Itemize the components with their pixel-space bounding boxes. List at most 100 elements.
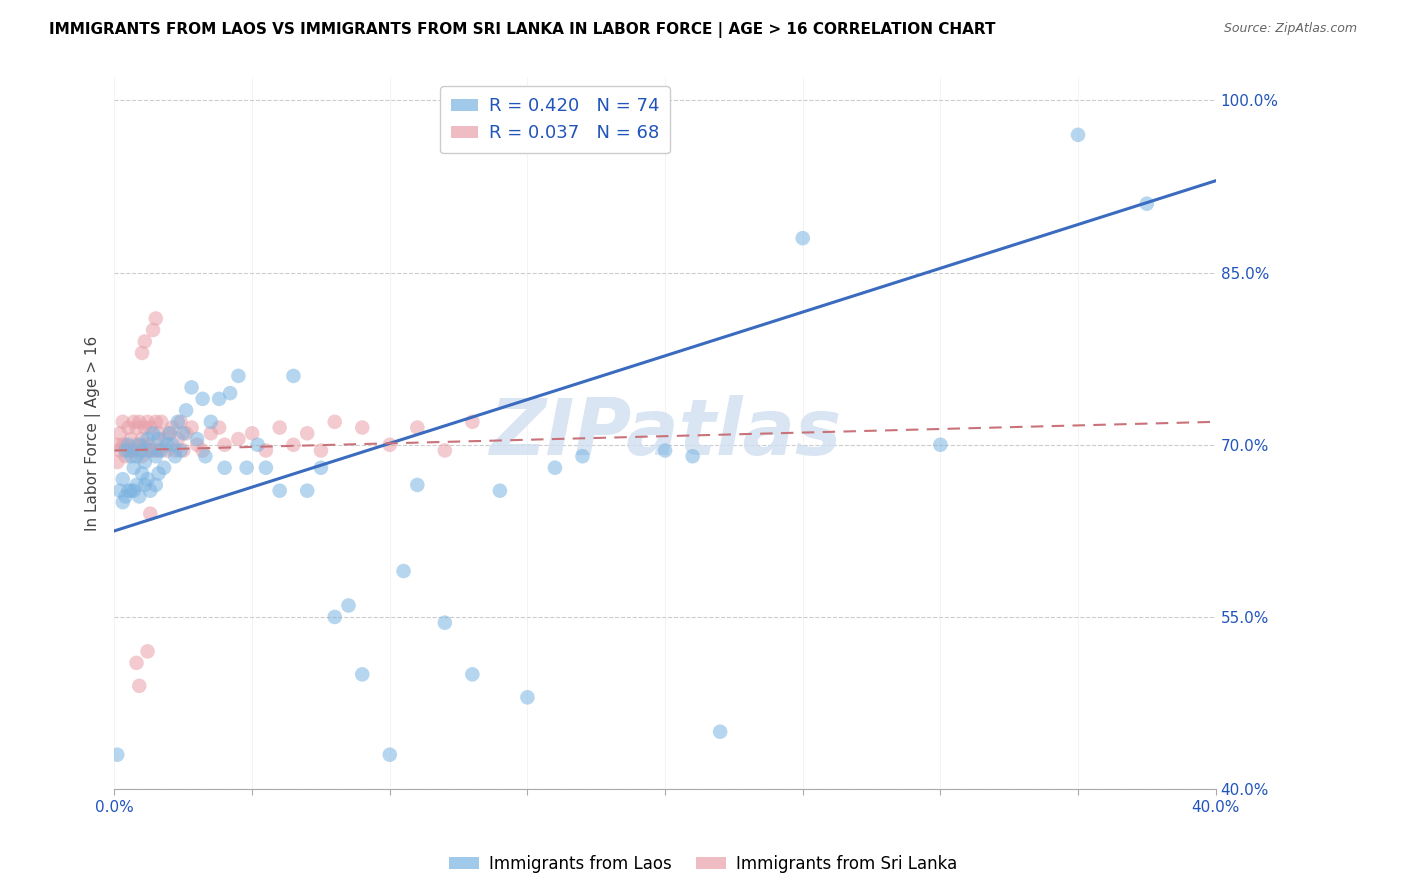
Point [200, 415, 222, 429]
Point [145, 443, 167, 458]
Point [122, 483, 145, 498]
Point [120, 432, 142, 446]
Point [180, 380, 202, 394]
Point [125, 656, 148, 670]
Point [105, 455, 128, 469]
Point [148, 467, 170, 481]
Point [105, 438, 128, 452]
Point [792, 231, 814, 245]
Point [111, 415, 134, 429]
Point [228, 368, 250, 383]
Point [131, 346, 153, 360]
Point [148, 432, 170, 446]
Point [254, 443, 277, 458]
Point [117, 438, 139, 452]
Point [131, 432, 153, 446]
Point [214, 438, 236, 452]
Point [108, 483, 131, 498]
Point [246, 438, 269, 452]
Point [461, 667, 484, 681]
Point [139, 420, 162, 434]
Point [153, 460, 176, 475]
Point [114, 449, 136, 463]
Point [120, 443, 142, 458]
Point [136, 415, 159, 429]
Point [122, 415, 145, 429]
Point [134, 334, 156, 349]
Point [134, 455, 156, 469]
Point [105, 747, 128, 762]
Point [117, 420, 139, 434]
Point [378, 747, 401, 762]
Point [406, 478, 429, 492]
Point [128, 415, 150, 429]
Point [186, 438, 208, 452]
Point [461, 415, 484, 429]
Point [180, 420, 202, 434]
Point [111, 438, 134, 452]
Point [172, 443, 194, 458]
Point [165, 449, 187, 463]
Point [150, 443, 173, 458]
Point [392, 564, 415, 578]
Point [128, 438, 150, 452]
Point [191, 443, 214, 458]
Point [117, 483, 139, 498]
Text: ZIPatlas: ZIPatlas [489, 395, 841, 471]
Point [145, 478, 167, 492]
Point [174, 403, 197, 417]
Point [125, 478, 148, 492]
Point [122, 460, 145, 475]
Point [169, 443, 191, 458]
Point [148, 426, 170, 441]
Point [269, 420, 291, 434]
Point [128, 679, 150, 693]
Point [120, 449, 142, 463]
Point [544, 460, 567, 475]
Point [145, 449, 167, 463]
Point [378, 438, 401, 452]
Legend: R = 0.420   N = 74, R = 0.037   N = 68: R = 0.420 N = 74, R = 0.037 N = 68 [440, 87, 671, 153]
Point [166, 432, 188, 446]
Point [139, 438, 162, 452]
Point [111, 472, 134, 486]
Point [128, 443, 150, 458]
Point [117, 443, 139, 458]
Point [174, 426, 197, 441]
Point [162, 420, 184, 434]
Point [269, 483, 291, 498]
Point [240, 426, 263, 441]
Point [139, 507, 162, 521]
Point [148, 443, 170, 458]
Point [219, 386, 242, 401]
Point [145, 415, 167, 429]
Point [159, 426, 181, 441]
Point [337, 599, 360, 613]
Point [200, 426, 222, 441]
Point [571, 449, 593, 463]
Point [1136, 196, 1159, 211]
Point [682, 449, 704, 463]
Point [709, 724, 731, 739]
Point [145, 311, 167, 326]
Text: Source: ZipAtlas.com: Source: ZipAtlas.com [1223, 22, 1357, 36]
Point [235, 460, 257, 475]
Point [134, 420, 156, 434]
Point [194, 449, 217, 463]
Point [191, 392, 214, 406]
Point [131, 443, 153, 458]
Point [516, 690, 538, 705]
Point [283, 368, 305, 383]
Legend: Immigrants from Laos, Immigrants from Sri Lanka: Immigrants from Laos, Immigrants from Sr… [441, 848, 965, 880]
Point [283, 438, 305, 452]
Point [208, 392, 231, 406]
Point [929, 438, 952, 452]
Point [156, 443, 179, 458]
Point [254, 460, 277, 475]
Point [142, 443, 165, 458]
Point [128, 490, 150, 504]
Point [114, 443, 136, 458]
Point [136, 432, 159, 446]
Point [208, 420, 231, 434]
Point [1067, 128, 1090, 142]
